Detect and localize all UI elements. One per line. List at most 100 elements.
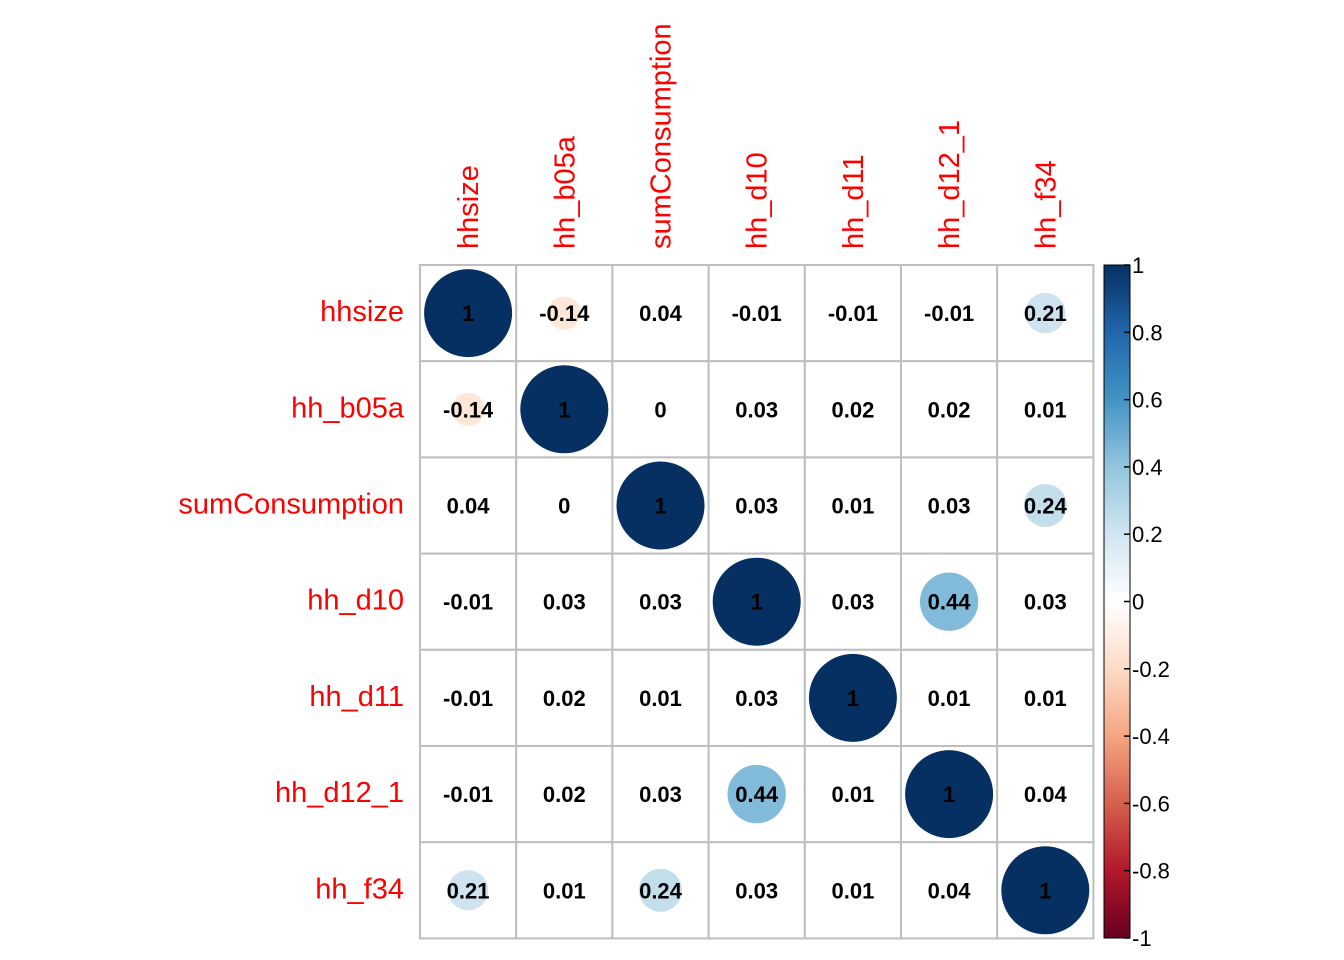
correlation-value-label: -0.01 xyxy=(443,686,493,711)
correlation-circle xyxy=(848,501,858,510)
color-bar-tick-label: 1 xyxy=(1132,253,1144,278)
correlation-value-label: 0.01 xyxy=(1024,397,1067,422)
correlation-value-label: 1 xyxy=(847,686,859,711)
correlation-circle xyxy=(651,304,670,322)
correlation-circle xyxy=(463,693,473,703)
correlation-circle xyxy=(845,594,861,610)
grid-layer xyxy=(419,264,1095,940)
correlation-circle xyxy=(749,690,765,706)
color-bar-tick-label: 0.2 xyxy=(1132,522,1163,547)
correlation-value-label: 0.01 xyxy=(1024,686,1067,711)
correlation-circle xyxy=(652,594,669,610)
correlation-circle xyxy=(752,308,762,318)
correlation-value-label: 0.03 xyxy=(928,494,971,519)
column-label: hh_d10 xyxy=(742,152,774,249)
correlation-value-label: 0.03 xyxy=(543,590,586,615)
correlation-circle xyxy=(547,296,581,330)
correlation-value-label: -0.01 xyxy=(443,590,493,615)
correlation-value-label: 0.21 xyxy=(447,878,490,903)
correlation-value-label: 0.03 xyxy=(639,590,682,615)
correlation-circle xyxy=(1040,404,1050,414)
correlation-circle xyxy=(848,308,858,318)
row-label: hh_d10 xyxy=(307,585,404,617)
correlation-value-label: 0.02 xyxy=(928,397,971,422)
correlation-value-label: 0.01 xyxy=(831,494,874,519)
color-bar-tick-label: -1 xyxy=(1132,926,1152,951)
correlation-circle xyxy=(1023,483,1067,528)
row-label: hh_b05a xyxy=(291,392,405,424)
correlation-circle xyxy=(638,868,683,912)
correlation-value-label: 0.04 xyxy=(1024,782,1068,807)
circle-layer xyxy=(424,269,1090,935)
correlation-value-label: 0.24 xyxy=(639,878,683,903)
correlation-circle xyxy=(942,403,956,416)
correlation-circle xyxy=(905,750,994,839)
column-labels: hhsize hh_b05a sumConsumption hh_d10 hh_d11 h… xyxy=(453,23,1062,249)
column-label: hh_d12_1 xyxy=(934,120,966,249)
correlation-value-label: 0.01 xyxy=(928,686,971,711)
correlation-circle xyxy=(463,597,473,607)
matrix-cell xyxy=(515,456,614,555)
correlation-circle xyxy=(616,461,705,550)
matrix-cell xyxy=(611,360,710,459)
row-label: hh_d12_1 xyxy=(275,777,404,809)
row-label: hhsize xyxy=(320,296,404,328)
correlation-circle xyxy=(749,401,765,417)
matrix-cell xyxy=(419,552,518,651)
correlation-value-label: 1 xyxy=(1039,878,1051,903)
color-bar-tick-label: 0.6 xyxy=(1132,388,1163,413)
correlation-value-label: 0.04 xyxy=(639,301,683,326)
column-label: hhsize xyxy=(453,165,485,249)
color-bar-tick-label: -0.2 xyxy=(1132,657,1170,682)
correlation-circle xyxy=(447,870,489,911)
correlation-value-label: 0.03 xyxy=(831,590,874,615)
column-label: hh_f34 xyxy=(1030,160,1062,249)
correlation-circle xyxy=(846,403,860,416)
correlation-circle xyxy=(712,557,801,646)
correlation-circle xyxy=(749,882,765,898)
column-label: hh_d11 xyxy=(838,154,870,249)
correlation-value-label: 0.04 xyxy=(447,494,491,519)
correlation-circle xyxy=(556,594,572,610)
correlation-value-label: 0.02 xyxy=(831,397,874,422)
color-bar-tick-label: 0 xyxy=(1132,590,1144,615)
column-label: hh_b05a xyxy=(549,135,581,249)
row-label: hh_d11 xyxy=(309,681,404,713)
color-bar-tick-label: 0.8 xyxy=(1132,320,1163,345)
correlation-value-label: -0.01 xyxy=(443,782,493,807)
correlation-value-label: 0.03 xyxy=(735,686,778,711)
correlation-circle xyxy=(940,881,958,900)
cell-label-layer: 1 -0.14 0.04 -0.01 -0.01 -0.01 0.21 -0.14 1 0 0.03… xyxy=(443,301,1067,903)
correlation-value-label: 0.44 xyxy=(735,782,779,807)
correlation-value-label: 0.03 xyxy=(735,397,778,422)
color-bar-tick-label: 0.4 xyxy=(1132,455,1163,480)
correlation-value-label: -0.14 xyxy=(539,301,590,326)
correlation-value-label: -0.01 xyxy=(732,301,782,326)
row-labels: hhsize hh_b05a sumConsumption hh_d10 hh_d11h… xyxy=(178,296,405,905)
correlation-value-label: 0 xyxy=(654,397,666,422)
correlation-circle xyxy=(656,693,665,703)
correlation-circle xyxy=(727,764,786,824)
correlation-value-label: 0.01 xyxy=(543,878,586,903)
correlation-circle xyxy=(559,885,569,895)
correlation-value-label: 0.01 xyxy=(831,878,874,903)
correlation-circle xyxy=(424,269,513,358)
correlation-circle xyxy=(1001,846,1090,935)
correlation-value-label: 1 xyxy=(654,494,666,519)
color-bar-tick-label: -0.4 xyxy=(1132,724,1170,749)
correlation-value-label: 0.03 xyxy=(735,494,778,519)
correlation-value-label: 0.02 xyxy=(543,782,586,807)
matrix-cell xyxy=(996,360,1095,459)
color-bar-tick-label: -0.8 xyxy=(1132,859,1170,884)
row-label: hh_f34 xyxy=(315,873,404,905)
row-label: sumConsumption xyxy=(178,489,404,521)
correlation-circle xyxy=(848,885,858,895)
correlation-value-label: -0.01 xyxy=(828,301,878,326)
correlation-circle xyxy=(944,308,954,318)
correlation-value-label: 0.03 xyxy=(1024,590,1067,615)
matrix-cell xyxy=(707,745,806,844)
correlation-value-label: 1 xyxy=(462,301,474,326)
correlation-circle xyxy=(451,392,485,426)
correlation-value-label: 1 xyxy=(751,590,763,615)
correlation-value-label: 0.02 xyxy=(543,686,586,711)
